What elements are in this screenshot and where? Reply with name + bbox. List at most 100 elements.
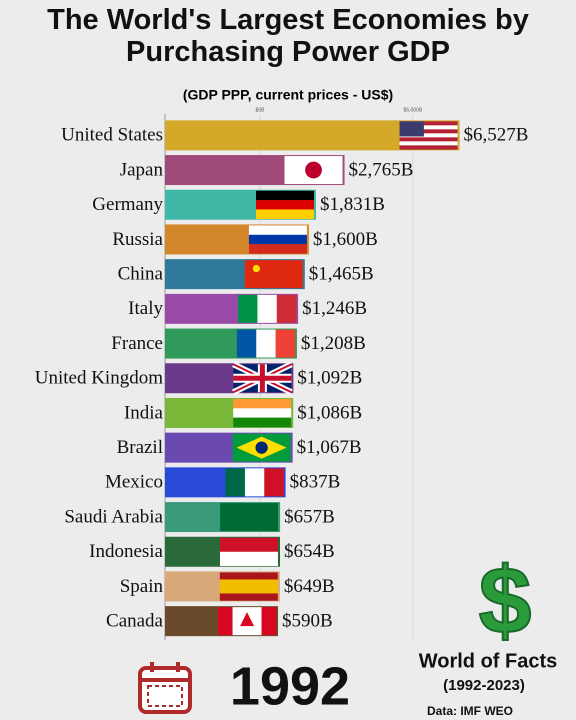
- flag-part: [233, 364, 292, 393]
- category-label: Japan: [120, 159, 164, 180]
- category-label: Saudi Arabia: [64, 506, 163, 527]
- flag-part: [219, 586, 278, 594]
- value-label: $1,092B: [297, 368, 362, 389]
- value-label: $837B: [290, 472, 341, 493]
- category-label: India: [124, 402, 164, 423]
- flag-part: [399, 129, 458, 134]
- flag-part: [257, 294, 278, 323]
- value-label: $6,527B: [464, 125, 529, 146]
- value-label: $1,086B: [297, 402, 362, 423]
- flag-part: [238, 294, 258, 323]
- flag-part: [261, 607, 277, 636]
- value-label: $1,246B: [302, 298, 367, 319]
- flag-part: [248, 244, 307, 254]
- value-label: $657B: [284, 506, 335, 527]
- category-label: France: [111, 333, 163, 354]
- year: 1992: [230, 656, 350, 716]
- flag-part: [399, 141, 458, 146]
- flag-part: [248, 234, 307, 245]
- flag: [238, 294, 297, 323]
- value-label: $649B: [284, 576, 335, 597]
- flag: [232, 433, 291, 462]
- flag: [232, 361, 293, 395]
- flag-part: [219, 551, 278, 567]
- flag-part: [219, 579, 278, 587]
- value-label: $1,208B: [301, 333, 366, 354]
- flag: [233, 398, 292, 428]
- brand-period: (1992-2023): [443, 677, 525, 694]
- flag: [220, 503, 279, 532]
- flag-part: [236, 329, 257, 358]
- flag-part: [225, 468, 246, 497]
- flag-part: [255, 441, 268, 454]
- flag: [244, 260, 303, 289]
- brand: World of Facts: [419, 650, 558, 672]
- category-label: Mexico: [105, 472, 163, 493]
- flag-part: [244, 260, 303, 289]
- flag-part: [248, 225, 307, 236]
- flag-part: [220, 503, 279, 532]
- flag: [255, 190, 314, 220]
- flag-part: [399, 121, 458, 126]
- flag-part: [264, 468, 284, 497]
- flag: [248, 225, 307, 254]
- flag-part: [305, 161, 322, 179]
- flag-part: [218, 607, 233, 636]
- flag: [219, 537, 278, 567]
- category-label: Spain: [120, 576, 164, 597]
- flag: [236, 329, 296, 358]
- flag-part: [240, 612, 255, 627]
- flag: [225, 468, 284, 497]
- value-label: $1,831B: [320, 194, 385, 215]
- value-label: $590B: [282, 611, 333, 632]
- flag-part: [399, 145, 458, 150]
- category-label: Brazil: [117, 437, 163, 458]
- flag-part: [255, 190, 314, 201]
- flag-part: [219, 572, 278, 580]
- subtitle: (GDP PPP, current prices - US$): [183, 87, 393, 103]
- source: Data: IMF WEO: [427, 704, 513, 718]
- flag-part: [252, 264, 261, 273]
- category-label: Canada: [106, 611, 164, 632]
- flag-part: [256, 329, 276, 358]
- flag-part: [232, 607, 248, 636]
- flag-part: [276, 294, 297, 323]
- flag-part: [219, 593, 278, 601]
- value-label: $654B: [284, 541, 335, 562]
- flag-part: [255, 200, 314, 210]
- category-label: Germany: [92, 194, 163, 215]
- value-label: $1,600B: [313, 229, 378, 250]
- x-tick-label: $0B: [256, 107, 266, 113]
- category-label: Indonesia: [89, 541, 163, 562]
- category-label: Russia: [112, 229, 163, 250]
- flag-part: [247, 607, 262, 636]
- flag-part: [219, 537, 278, 553]
- calendar-icon: [138, 662, 192, 714]
- flag: [399, 121, 458, 150]
- flag-part: [399, 137, 458, 142]
- flag-part: [244, 468, 265, 497]
- category-label: China: [118, 264, 164, 285]
- flag: [218, 607, 277, 636]
- flag-part: [399, 121, 424, 137]
- flag: [284, 156, 343, 185]
- x-tick-label: $5,000B: [404, 107, 423, 113]
- flag-part: [399, 125, 458, 130]
- category-label: United States: [61, 125, 163, 146]
- flag-part: [233, 408, 292, 418]
- value-label: $1,067B: [297, 437, 362, 458]
- flag-part: [255, 209, 314, 220]
- category-label: United Kingdom: [35, 368, 163, 389]
- flag-part: [399, 133, 458, 138]
- flag-part: [275, 329, 296, 358]
- flag: [219, 572, 278, 601]
- dollar-icon: $: [479, 548, 532, 654]
- chart-title: The World's Largest Economies by Purchas…: [47, 4, 529, 68]
- flag-part: [233, 417, 292, 428]
- category-label: Italy: [128, 298, 163, 319]
- flag-part: [233, 398, 292, 409]
- value-label: $2,765B: [349, 159, 414, 180]
- value-label: $1,465B: [309, 264, 374, 285]
